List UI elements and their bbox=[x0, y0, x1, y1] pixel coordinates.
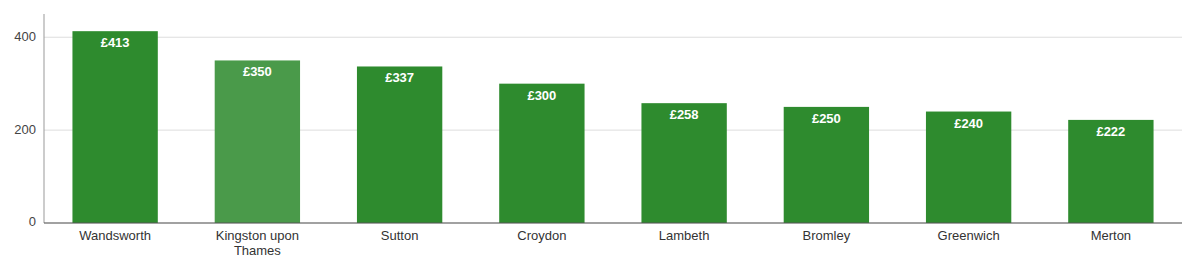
x-tick-label: Greenwich bbox=[938, 228, 1000, 243]
x-axis-line bbox=[44, 223, 1182, 224]
data-label: £300 bbox=[527, 88, 556, 103]
x-tick-label: Croydon bbox=[517, 228, 566, 243]
chart-container: 0 200 400 £413 £350 £337 £300 £258 £250 £240 £222 W… bbox=[0, 0, 1198, 269]
x-tick-label: Wandsworth bbox=[79, 228, 151, 243]
bars bbox=[72, 31, 1153, 223]
data-label: £413 bbox=[101, 35, 130, 50]
bar bbox=[72, 31, 157, 223]
x-tick-label: Bromley bbox=[803, 228, 851, 243]
y-axis-line bbox=[44, 14, 45, 223]
data-label: £222 bbox=[1096, 124, 1125, 139]
x-tick-label: Kingston uponThames bbox=[216, 228, 299, 258]
bar bbox=[1068, 120, 1153, 223]
data-label: £240 bbox=[954, 116, 983, 131]
grid-line bbox=[44, 223, 1182, 224]
x-tick-label: Sutton bbox=[381, 228, 419, 243]
bar bbox=[784, 107, 869, 223]
grid bbox=[44, 37, 1182, 223]
grid-line bbox=[44, 37, 1182, 38]
bar bbox=[499, 84, 584, 223]
data-label: £337 bbox=[385, 70, 414, 85]
y-tick-label: 200 bbox=[14, 122, 36, 137]
y-tick-label: 0 bbox=[29, 214, 36, 229]
x-tick-label: Lambeth bbox=[659, 228, 710, 243]
y-tick-label: 400 bbox=[14, 29, 36, 44]
bar bbox=[641, 103, 726, 223]
data-label: £250 bbox=[812, 111, 841, 126]
data-label: £350 bbox=[243, 64, 272, 79]
bar bbox=[926, 112, 1011, 223]
bar bbox=[357, 66, 442, 223]
x-tick-label: Merton bbox=[1091, 228, 1131, 243]
data-label: £258 bbox=[670, 107, 699, 122]
bar bbox=[215, 60, 300, 223]
chart: 0 200 400 £413 £350 £337 £300 £258 £250 £240 £222 W… bbox=[0, 0, 1198, 269]
